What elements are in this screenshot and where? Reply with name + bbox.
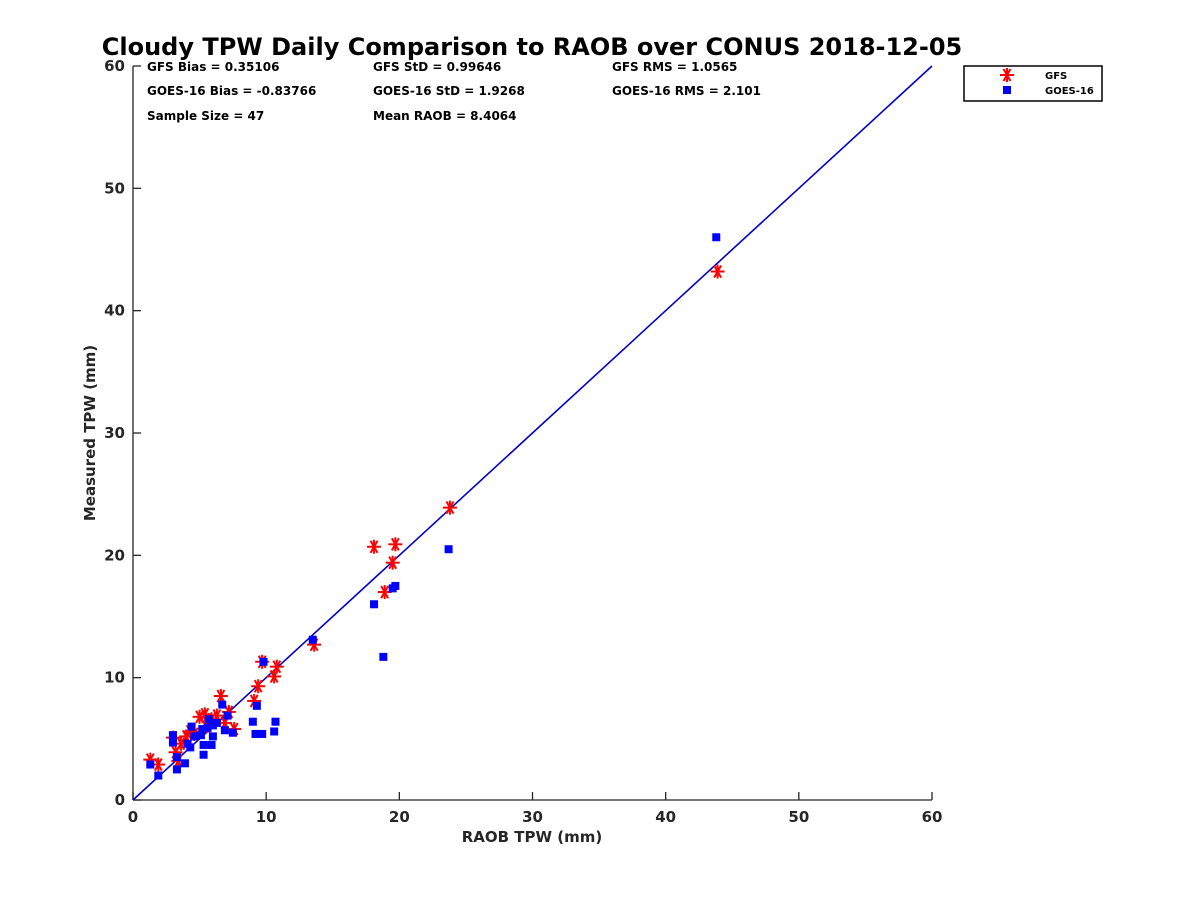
y-tick-label: 40 — [104, 302, 125, 320]
gfs-point — [367, 539, 382, 554]
goes16-point — [186, 743, 195, 752]
y-tick-label: 30 — [104, 424, 125, 442]
statistics-block: GFS Bias = 0.35106 GFS StD = 0.99646 GFS… — [147, 60, 761, 123]
chart-title: Cloudy TPW Daily Comparison to RAOB over… — [102, 33, 962, 61]
y-tick-label: 0 — [115, 791, 125, 809]
goes16-point — [187, 722, 196, 731]
stat-mean-raob: Mean RAOB = 8.4064 — [373, 109, 517, 123]
y-axis-label: Measured TPW (mm) — [81, 345, 99, 521]
goes16-point — [308, 635, 317, 644]
legend-goes16-label: GOES-16 — [1045, 86, 1094, 97]
legend: GFS GOES-16 — [963, 65, 1103, 102]
gfs-point — [710, 264, 725, 279]
x-tick-label: 40 — [655, 808, 676, 826]
goes16-point — [146, 760, 155, 769]
goes16-point — [172, 753, 181, 762]
goes16-point — [259, 657, 268, 666]
goes16-point — [207, 740, 216, 749]
x-tick-label: 20 — [389, 808, 410, 826]
goes16-point — [712, 233, 721, 242]
gfs-point — [269, 659, 284, 674]
goes16-point — [203, 723, 212, 732]
legend-goes16-marker — [1003, 86, 1011, 94]
gfs-point — [385, 555, 400, 570]
goes16-point — [228, 728, 237, 737]
goes16-point — [223, 711, 232, 720]
goes16-point — [198, 725, 207, 734]
goes16-point — [271, 717, 280, 726]
x-tick-label: 50 — [788, 808, 809, 826]
goes16-point — [208, 732, 217, 741]
goes16-point — [196, 731, 205, 740]
goes16-point — [379, 652, 388, 661]
goes16-point — [391, 581, 400, 590]
goes16-point — [258, 729, 267, 738]
goes16-point — [248, 717, 257, 726]
goes16-point — [252, 701, 261, 710]
goes16-point — [370, 600, 379, 609]
stat-goes16-rms: GOES-16 RMS = 2.101 — [612, 84, 761, 98]
y-tick-label: 50 — [104, 179, 125, 197]
stat-goes16-bias: GOES-16 Bias = -0.83766 — [147, 84, 316, 98]
goes16-point — [212, 718, 221, 727]
x-axis-label: RAOB TPW (mm) — [462, 828, 603, 846]
goes16-point — [220, 726, 229, 735]
goes16-point — [190, 732, 199, 741]
goes16-point — [154, 771, 163, 780]
goes16-point — [199, 740, 208, 749]
x-tick-label: 60 — [922, 808, 943, 826]
y-tick-label: 20 — [104, 546, 125, 564]
stat-gfs-rms: GFS RMS = 1.0565 — [612, 60, 737, 74]
goes16-point — [168, 731, 177, 740]
y-tick-label: 60 — [104, 57, 125, 75]
legend-gfs-label: GFS — [1045, 71, 1067, 82]
goes16-point — [180, 759, 189, 768]
goes16-point — [172, 765, 181, 774]
gfs-point — [442, 500, 457, 515]
goes16-point — [168, 738, 177, 747]
legend-box — [963, 65, 1103, 102]
stat-gfs-bias: GFS Bias = 0.35106 — [147, 60, 279, 74]
goes16-point — [199, 750, 208, 759]
gfs-point — [213, 689, 228, 704]
gfs-point — [377, 585, 392, 600]
goes16-point — [270, 727, 279, 736]
legend-gfs-asterisk — [1000, 68, 1014, 82]
stat-goes16-std: GOES-16 StD = 1.9268 — [373, 84, 525, 98]
stat-sample-size: Sample Size = 47 — [147, 109, 264, 123]
y-tick-label: 10 — [104, 669, 125, 687]
stat-gfs-std: GFS StD = 0.99646 — [373, 60, 501, 74]
one-to-one-line — [132, 65, 933, 801]
goes16-point — [218, 700, 227, 709]
x-tick-label: 10 — [256, 808, 277, 826]
legend-gfs-marker — [1000, 68, 1014, 82]
gfs-point — [251, 679, 266, 694]
plot-area: 0 10 20 30 40 50 60 0 10 20 30 40 50 60 — [104, 57, 942, 826]
gfs-point — [388, 537, 403, 552]
goes16-point — [444, 545, 453, 554]
goes16-point — [251, 729, 260, 738]
x-tick-label: 0 — [128, 808, 138, 826]
goes16-point — [204, 715, 213, 724]
x-tick-label: 30 — [522, 808, 543, 826]
